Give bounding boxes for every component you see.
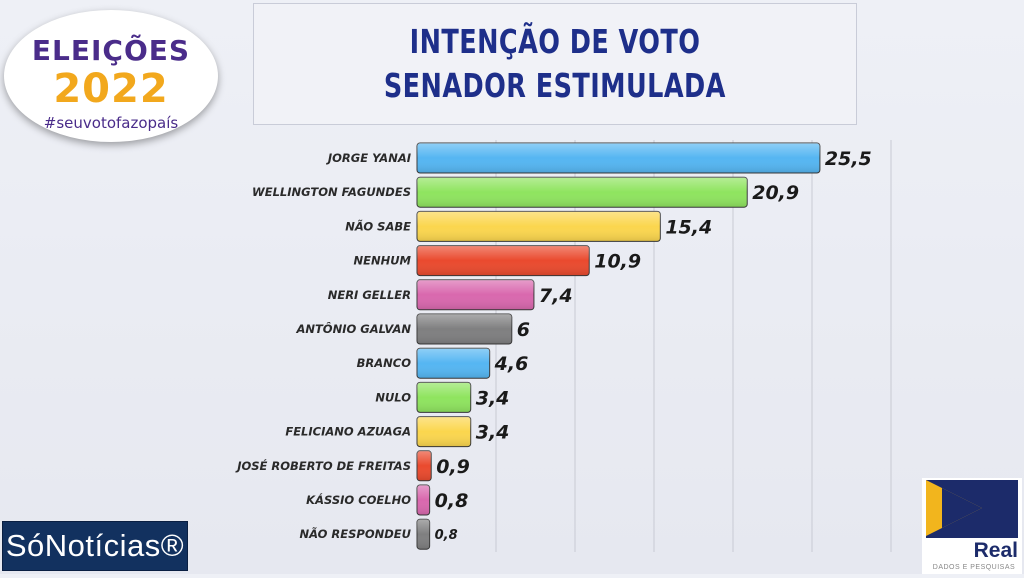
eleicoes-2022-logo: ELEIÇÕES 2022 #seuvotofazopaís	[4, 10, 218, 142]
category-label: NULO	[375, 390, 411, 404]
real-logo-mark-icon	[926, 480, 1018, 538]
value-label: 25,5	[825, 148, 872, 170]
category-label: JORGE YANAI	[326, 151, 412, 165]
bar-highlight	[417, 177, 748, 208]
bar-highlight	[417, 245, 590, 276]
real-pesquisas-logo: Real DADOS E PESQUISAS	[922, 478, 1022, 574]
bar-highlight	[417, 211, 661, 242]
sonoticias-logo: SóNotícias®	[2, 521, 188, 571]
bar-highlight	[417, 382, 471, 413]
category-label: JOSÉ ROBERTO DE FREITAS	[235, 458, 411, 473]
logo-eleicoes-text: ELEIÇÕES	[31, 34, 191, 67]
title-box: INTENÇÃO DE VOTO SENADOR ESTIMULADA	[253, 3, 857, 125]
category-label: KÁSSIO COELHO	[306, 492, 411, 507]
category-label: NÃO RESPONDEU	[299, 526, 411, 541]
chart-title-line2: SENADOR ESTIMULADA	[383, 66, 727, 105]
bar-highlight	[417, 485, 430, 515]
category-label: WELLINGTON FAGUNDES	[252, 185, 411, 199]
real-logo-text: Real	[973, 539, 1018, 562]
bar-highlight	[417, 314, 512, 344]
category-label: NERI GELLER	[328, 288, 411, 302]
category-label: NENHUM	[353, 254, 411, 268]
category-label: FELICIANO AZUAGA	[285, 425, 411, 439]
value-label: 7,4	[539, 285, 573, 307]
bar-highlight	[417, 279, 534, 310]
category-label: ANTÔNIO GALVAN	[295, 321, 411, 336]
value-label: 15,4	[665, 216, 712, 238]
chart-title-line1: INTENÇÃO DE VOTO	[409, 22, 701, 61]
value-label: 0,8	[435, 528, 458, 543]
bar-highlight	[417, 450, 432, 481]
logo-year-text: 2022	[53, 66, 169, 112]
real-logo-subtitle: DADOS E PESQUISAS	[932, 564, 1016, 571]
bar-highlight	[417, 416, 471, 447]
value-label: 10,9	[594, 251, 641, 273]
value-label: 0,8	[435, 490, 469, 512]
value-label: 4,6	[494, 353, 529, 375]
value-label: 3,4	[476, 422, 510, 444]
value-label: 6	[517, 319, 530, 341]
value-label: 0,9	[436, 456, 470, 478]
category-label: BRANCO	[357, 356, 412, 370]
bar-highlight	[417, 348, 490, 379]
value-label: 3,4	[476, 387, 510, 409]
category-label: NÃO SABE	[345, 218, 411, 233]
bar-highlight	[417, 519, 430, 550]
logo-tagline: #seuvotofazopaís	[43, 114, 179, 132]
value-label: 20,9	[752, 182, 799, 204]
bar-highlight	[417, 143, 820, 173]
